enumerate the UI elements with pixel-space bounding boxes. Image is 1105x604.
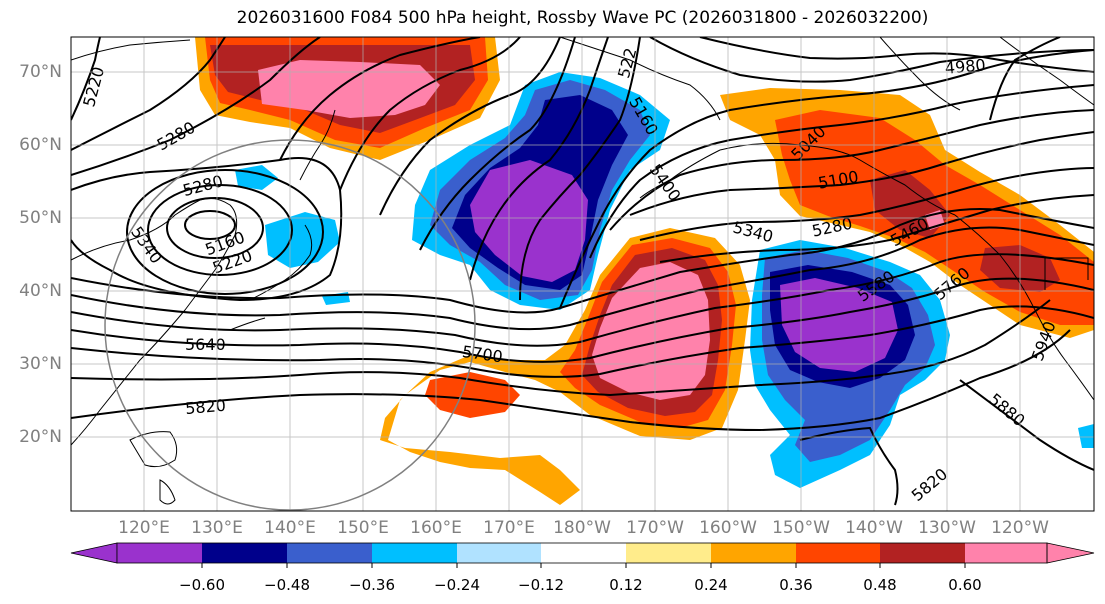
lon-label: 120°E xyxy=(118,518,170,538)
lon-label: 160°W xyxy=(699,518,757,538)
lat-label: 30°N xyxy=(19,354,62,374)
lon-label: 120°W xyxy=(991,518,1049,538)
contour-label: 4980 xyxy=(944,55,986,77)
lat-label: 50°N xyxy=(19,208,62,228)
colorbar-tick-label: 0.12 xyxy=(609,576,643,594)
graticule xyxy=(71,37,1094,511)
colorbar-extend-right xyxy=(1046,542,1095,564)
lat-label: 60°N xyxy=(19,135,62,155)
colorbar-tick-label: 0.60 xyxy=(948,576,982,594)
colorbar-tick-label: −0.24 xyxy=(434,576,480,594)
anomaly-positive-arctic-west xyxy=(195,37,500,160)
reference-circle xyxy=(104,139,476,511)
lon-label: 170°E xyxy=(483,518,535,538)
colorbar-tick-label: 0.36 xyxy=(779,576,813,594)
colorbar-tick-label: −0.36 xyxy=(349,576,395,594)
colorbar-tick-label: −0.12 xyxy=(518,576,564,594)
lon-label: 140°E xyxy=(264,518,316,538)
lat-label: 40°N xyxy=(19,281,62,301)
colorbar-extend-left xyxy=(70,542,118,564)
map-frame xyxy=(70,36,1095,512)
lon-label: 140°W xyxy=(845,518,903,538)
lon-label: 170°W xyxy=(626,518,684,538)
contour-label: 5820 xyxy=(184,396,226,418)
lon-label: 180°W xyxy=(553,518,611,538)
anomaly-negative-bering xyxy=(412,72,670,310)
lon-label: 160°E xyxy=(410,518,462,538)
lon-label: 130°E xyxy=(191,518,243,538)
colorbar-tick-label: 0.48 xyxy=(863,576,897,594)
colorbar-tick-label: −0.60 xyxy=(179,576,225,594)
coastlines xyxy=(71,37,1094,505)
anomaly-positive-central-pacific xyxy=(380,228,750,505)
contour-label: 5640 xyxy=(185,335,226,354)
colorbar-tick-label: −0.48 xyxy=(264,576,310,594)
lon-label: 130°W xyxy=(918,518,976,538)
lat-label: 70°N xyxy=(19,62,62,82)
height-contours xyxy=(71,37,1094,506)
lat-label: 20°N xyxy=(19,427,62,447)
lon-label: 150°E xyxy=(337,518,389,538)
colorbar xyxy=(70,542,1095,568)
colorbar-tick-label: 0.24 xyxy=(694,576,728,594)
lon-label: 150°W xyxy=(772,518,830,538)
map-title: 2026031600 F084 500 hPa height, Rossby W… xyxy=(236,8,929,28)
